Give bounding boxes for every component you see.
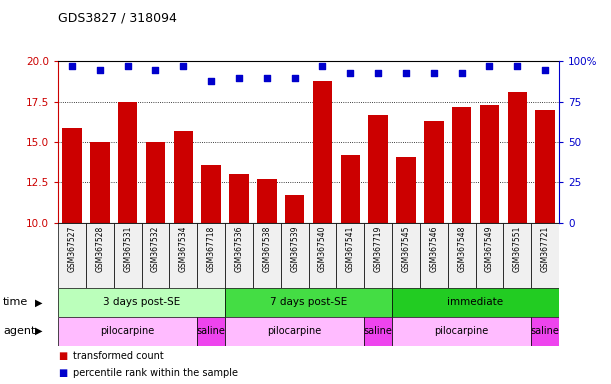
Bar [86,223,114,288]
Text: GSM367545: GSM367545 [401,226,411,273]
Text: GSM367541: GSM367541 [346,226,355,272]
Point [373,70,383,76]
Text: GDS3827 / 318094: GDS3827 / 318094 [58,12,177,25]
Bar [58,317,197,346]
Text: 7 days post-SE: 7 days post-SE [270,297,347,308]
Bar [197,223,225,288]
Bar [62,127,82,223]
Text: ■: ■ [58,351,67,361]
Text: GSM367718: GSM367718 [207,226,216,272]
Point [207,78,216,84]
Bar [285,195,304,223]
Point [429,70,439,76]
Point [318,63,327,70]
Bar [118,102,137,223]
Bar [392,288,559,317]
Bar [257,179,277,223]
Bar [364,223,392,288]
Point [95,66,104,73]
Text: GSM367532: GSM367532 [151,226,160,272]
Point [67,63,77,70]
Text: transformed count: transformed count [73,351,164,361]
Bar [225,223,253,288]
Point [540,66,550,73]
Bar [142,223,169,288]
Bar [337,223,364,288]
Text: GSM367527: GSM367527 [67,226,76,272]
Text: GSM367549: GSM367549 [485,226,494,273]
Bar [475,223,503,288]
Bar [174,131,193,223]
Point [290,74,299,81]
Bar [340,155,360,223]
Bar [424,121,444,223]
Text: GSM367546: GSM367546 [430,226,438,273]
Bar [448,223,475,288]
Text: GSM367719: GSM367719 [374,226,382,272]
Bar [114,223,142,288]
Text: GSM367531: GSM367531 [123,226,132,272]
Text: agent: agent [3,326,35,336]
Point [150,66,160,73]
Point [123,63,133,70]
Text: GSM367721: GSM367721 [541,226,550,272]
Bar [146,142,165,223]
Text: GSM367536: GSM367536 [235,226,243,273]
Point [513,63,522,70]
Text: GSM367538: GSM367538 [262,226,271,272]
Text: GSM367551: GSM367551 [513,226,522,272]
Bar [368,115,388,223]
Bar [480,105,499,223]
Bar [364,317,392,346]
Bar [392,223,420,288]
Bar [508,92,527,223]
Bar [280,223,309,288]
Point [345,70,355,76]
Bar [535,110,555,223]
Bar [253,223,280,288]
Text: ▶: ▶ [35,297,42,308]
Point [401,70,411,76]
Bar [396,157,415,223]
Text: immediate: immediate [447,297,503,308]
Text: GSM367540: GSM367540 [318,226,327,273]
Bar [197,317,225,346]
Text: time: time [3,297,28,308]
Text: ▶: ▶ [35,326,42,336]
Text: percentile rank within the sample: percentile rank within the sample [73,368,238,378]
Text: saline: saline [531,326,560,336]
Text: GSM367539: GSM367539 [290,226,299,273]
Text: GSM367534: GSM367534 [179,226,188,273]
Bar [452,107,472,223]
Point [457,70,467,76]
Bar [58,223,86,288]
Text: saline: saline [364,326,393,336]
Text: pilocarpine: pilocarpine [268,326,322,336]
Bar [531,223,559,288]
Point [485,63,494,70]
Text: pilocarpine: pilocarpine [100,326,155,336]
Text: 3 days post-SE: 3 days post-SE [103,297,180,308]
Bar [202,165,221,223]
Bar [392,317,531,346]
Text: ■: ■ [58,368,67,378]
Text: pilocarpine: pilocarpine [434,326,489,336]
Bar [58,288,225,317]
Bar [90,142,109,223]
Bar [313,81,332,223]
Point [178,63,188,70]
Text: GSM367548: GSM367548 [457,226,466,272]
Text: saline: saline [197,326,225,336]
Bar [531,317,559,346]
Point [262,74,272,81]
Bar [420,223,448,288]
Bar [229,174,249,223]
Text: GSM367528: GSM367528 [95,226,104,272]
Bar [169,223,197,288]
Bar [309,223,337,288]
Bar [225,317,364,346]
Bar [225,288,392,317]
Point [234,74,244,81]
Bar [503,223,531,288]
